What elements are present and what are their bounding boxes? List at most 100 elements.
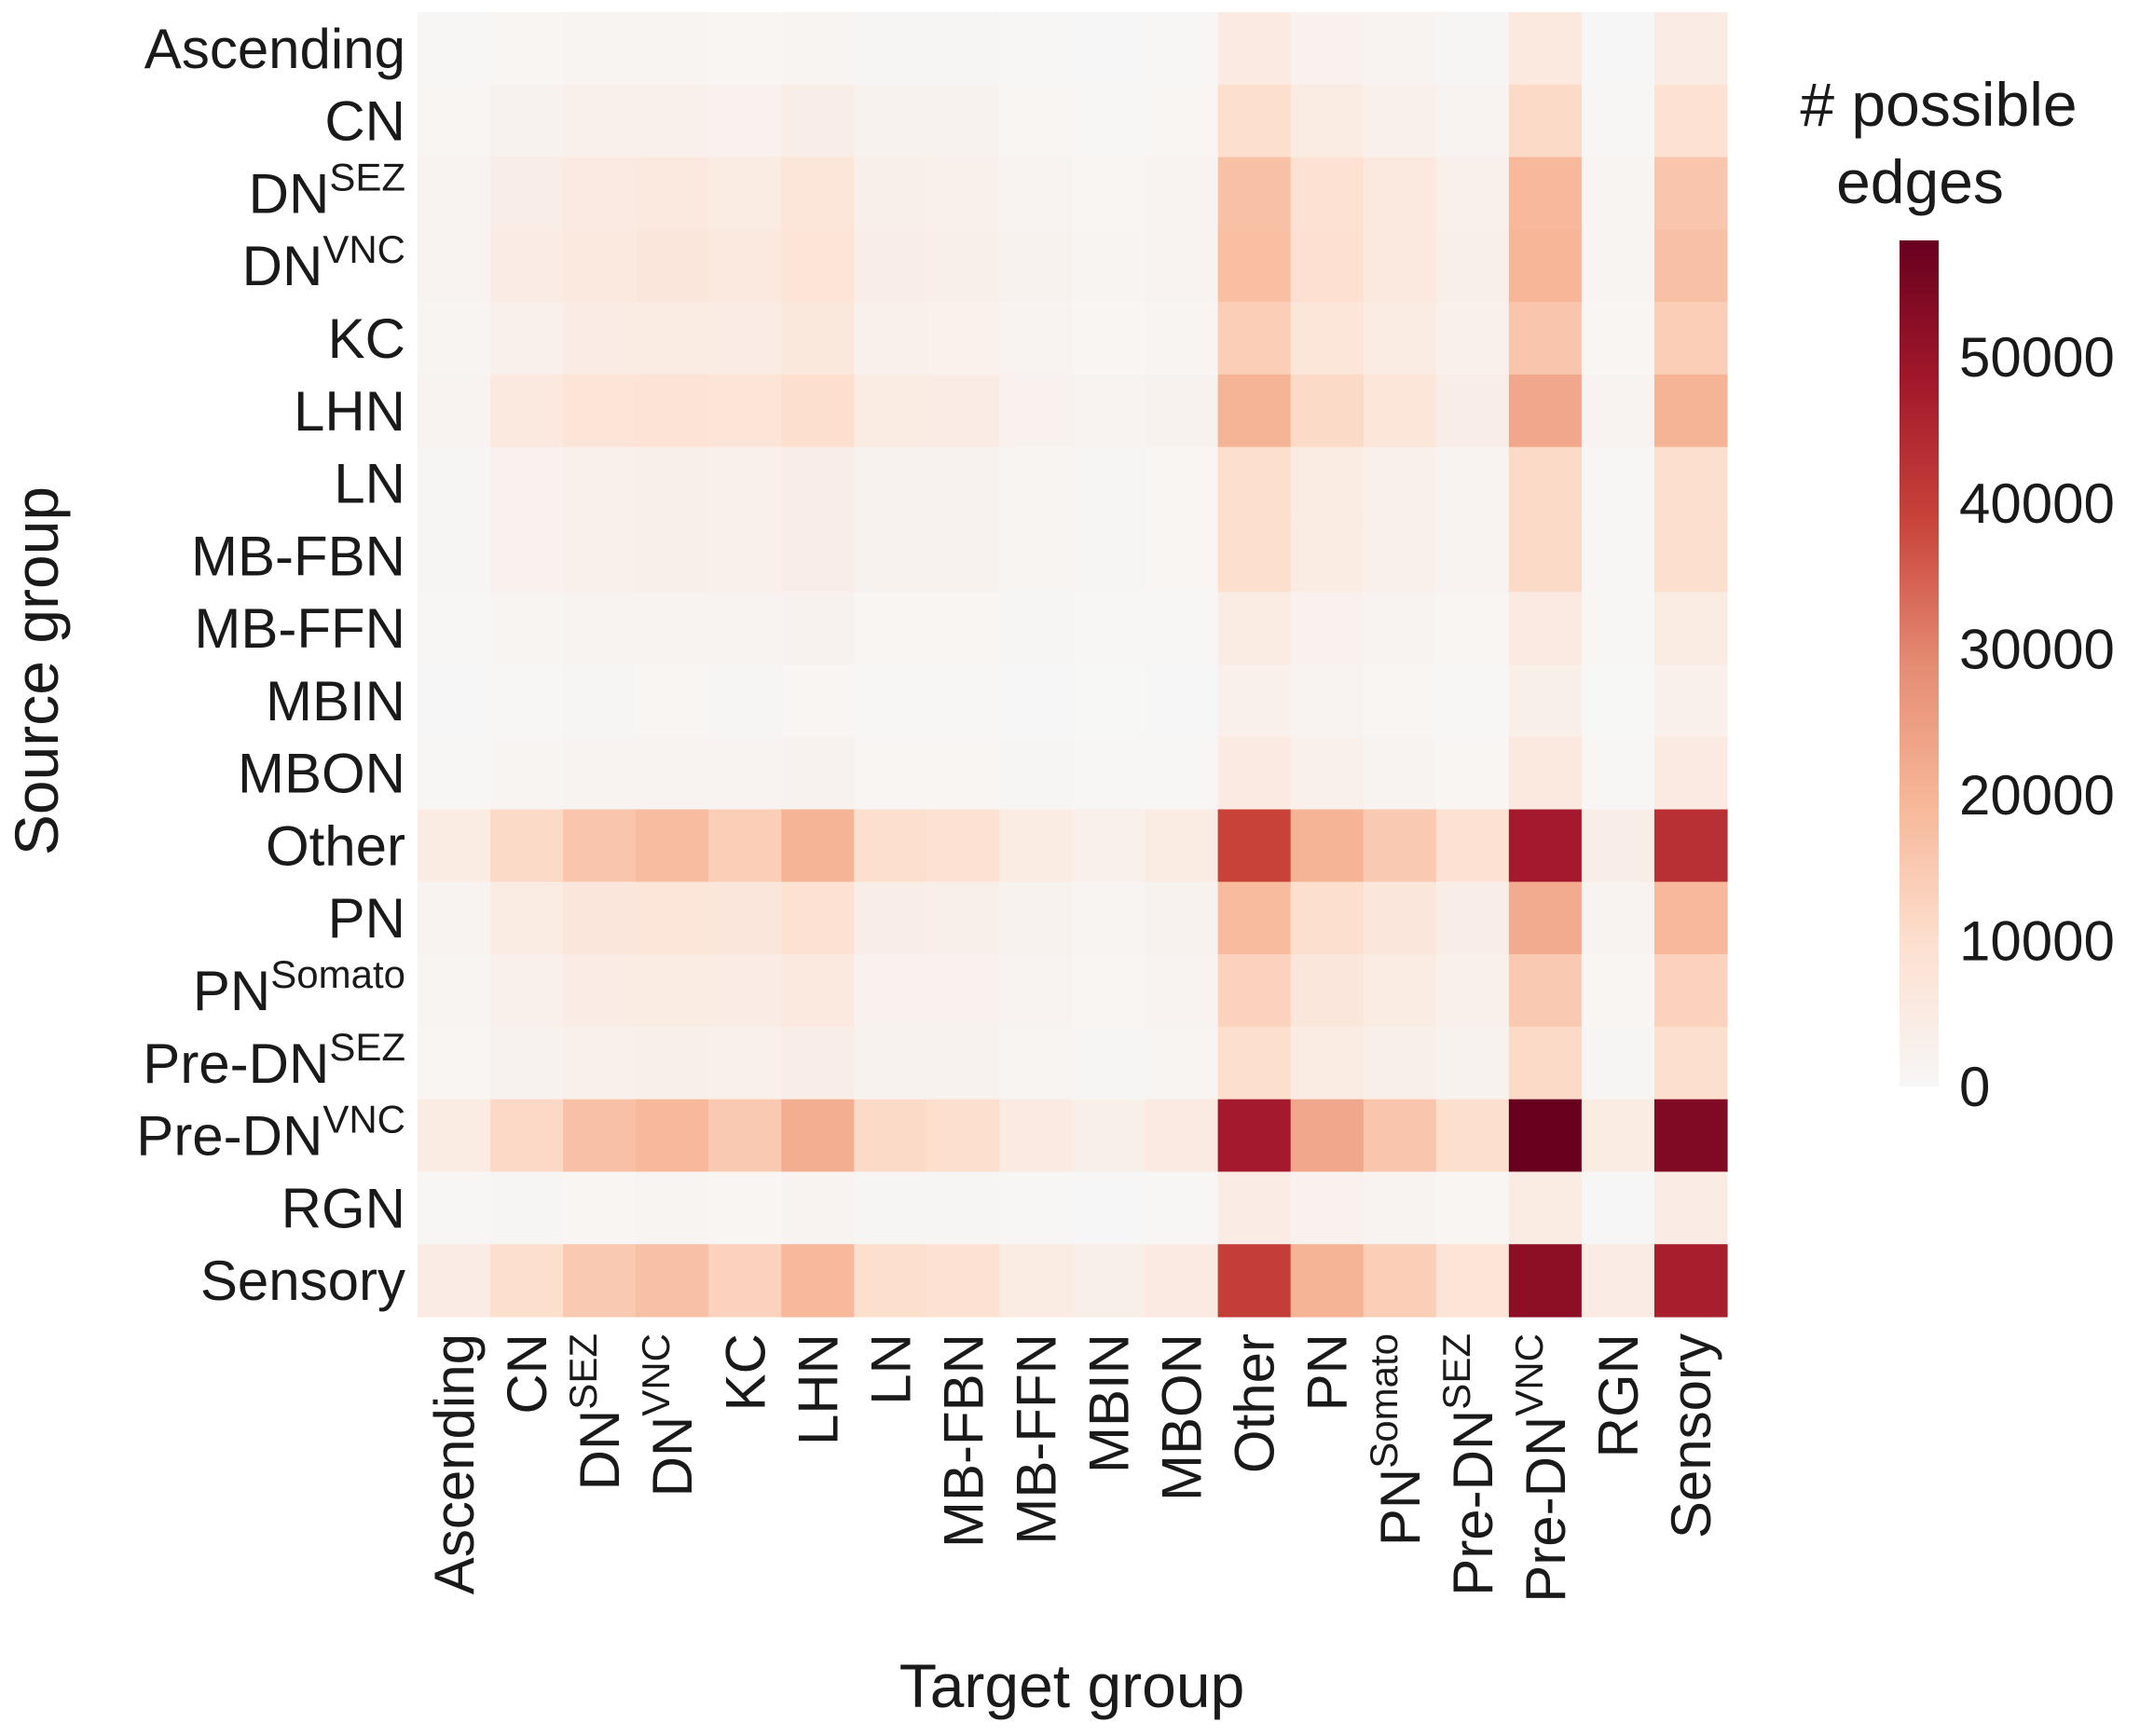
column-tick-label: Other [1224,1333,1286,1473]
heatmap-cell [999,592,1074,665]
heatmap-cell [490,1099,564,1173]
heatmap-cell [1072,882,1146,955]
heatmap-cell [1217,954,1292,1028]
heatmap-cell [854,882,927,955]
heatmap-cell [1581,302,1655,376]
heatmap-cell [1653,1099,1728,1173]
heatmap-cell [1581,12,1655,86]
heatmap-cell [1145,954,1219,1028]
column-tick-label: Sensory [1660,1333,1722,1538]
heatmap-cell [1653,1171,1728,1245]
heatmap-cell [1363,1026,1437,1100]
heatmap-cell [418,1026,491,1100]
heatmap-cell [708,84,782,158]
heatmap-cell [1653,1026,1728,1100]
heatmap-cell [418,809,491,882]
heatmap-cell [708,157,782,230]
row-tick-label: MBON [238,743,405,805]
heatmap-cell [490,1244,564,1318]
heatmap-cell [1508,157,1583,230]
heatmap-cell [708,302,782,376]
heatmap-cell [1508,229,1583,303]
heatmap-cell [781,1171,855,1245]
heatmap-cell [563,1244,637,1318]
heatmap-cell [418,592,491,665]
heatmap-cell [418,446,491,521]
heatmap-cell [999,954,1074,1028]
heatmap-cell [854,592,927,665]
heatmap-cell [999,374,1074,448]
heatmap-cell [999,84,1074,158]
heatmap-cell [1435,736,1510,811]
heatmap-cell [1290,1244,1365,1318]
heatmap-cell [490,446,564,521]
heatmap-cell [1145,664,1219,738]
row-tick-label: Pre-DNVNC [136,1098,405,1168]
heatmap-cell [1508,1026,1583,1100]
heatmap-cell [563,882,637,955]
heatmap-cell [926,374,1001,448]
heatmap-cell [1145,374,1219,448]
heatmap-cell [1581,446,1655,521]
heatmap-cell [781,1244,855,1318]
heatmap-cell [1508,12,1583,86]
heatmap-cell [563,519,637,593]
heatmap-cell [1581,157,1655,230]
heatmap-cell [1581,592,1655,665]
column-tick-label: DNSEZ [561,1333,631,1490]
heatmap-cell [926,229,1001,303]
heatmap-cell [781,157,855,230]
heatmap-cell [1653,1244,1728,1318]
column-tick-label: CN [496,1333,558,1415]
heatmap-cell [1435,1026,1510,1100]
heatmap-cell [418,736,491,811]
heatmap-cell [1217,592,1292,665]
row-tick-label: RGN [281,1177,405,1239]
heatmap-cell [708,882,782,955]
heatmap-cell [1653,374,1728,448]
heatmap-cell [1072,954,1146,1028]
heatmap-cell [1581,374,1655,448]
column-tick-label: PN [1296,1333,1359,1411]
heatmap-cell [1581,1244,1655,1318]
heatmap-cell [490,809,564,882]
heatmap-cell [1072,809,1146,882]
heatmap-cell [563,809,637,882]
heatmap-cell [1653,736,1728,811]
heatmap-cell [1290,12,1365,86]
heatmap-cell [781,84,855,158]
heatmap-cell [1363,374,1437,448]
heatmap-cell [708,229,782,303]
heatmap-cell [1145,1099,1219,1173]
heatmap-cell [1290,1099,1365,1173]
heatmap-cell [854,954,927,1028]
heatmap-cell [1363,1099,1437,1173]
heatmap-cell [1508,519,1583,593]
row-tick-label: LHN [294,380,405,443]
heatmap-cell [563,1171,637,1245]
heatmap-cell [1363,1171,1437,1245]
heatmap-cell [490,882,564,955]
heatmap-cell [854,1026,927,1100]
heatmap-cell [636,374,709,448]
heatmap-cell [490,157,564,230]
column-tick-label: PNSomato [1362,1333,1432,1546]
heatmap-cell [1145,1244,1219,1318]
heatmap-cell [999,12,1074,86]
heatmap-cell [1072,736,1146,811]
heatmap-cell [1435,446,1510,521]
heatmap-cell [1217,1171,1292,1245]
heatmap-cell [708,1099,782,1173]
heatmap-cell [781,1026,855,1100]
row-tick-label: PNSomato [193,952,405,1022]
heatmap-cell [1508,1099,1583,1173]
heatmap-cell [1145,446,1219,521]
heatmap-cell [1290,229,1365,303]
heatmap-cell [1290,84,1365,158]
heatmap-cell [781,736,855,811]
colorbar-title-line-1: # possible [1800,70,2077,139]
heatmap-cell [1072,519,1146,593]
heatmap-cell [418,954,491,1028]
heatmap-cell [926,592,1001,665]
